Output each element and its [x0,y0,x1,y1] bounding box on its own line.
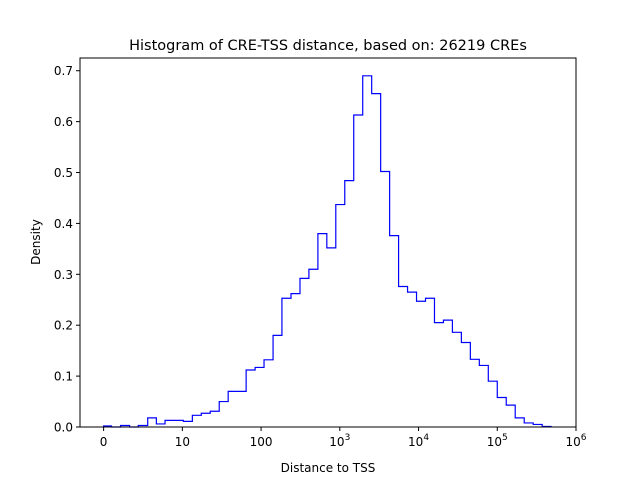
histogram-bin [434,323,443,427]
x-tick-label: 0 [100,435,108,449]
plot-area [103,75,552,428]
histogram-bin [327,248,336,427]
histogram-bin [228,391,237,427]
histogram-bin [497,397,506,427]
histogram-bin [273,335,282,427]
histogram-bin [309,269,318,427]
y-tick-label: 0.2 [54,319,73,333]
histogram-bin [417,301,426,427]
histogram-bin [246,370,255,427]
histogram-bin [372,94,381,427]
y-tick-label: 0.3 [54,268,73,282]
histogram-bin [426,298,435,427]
histogram-bin [148,418,157,427]
histogram-bin [255,367,264,427]
histogram-step-line [103,75,552,428]
x-tick-label: 106 [565,433,586,449]
y-tick-label: 0.6 [54,115,73,129]
histogram-bin [345,181,354,427]
histogram-bin [264,360,273,427]
x-axis-ticks: 0 10 100 103 104 105 106 [100,427,587,449]
histogram-bin [452,332,461,427]
histogram-bin [399,287,408,427]
axes-frame [79,57,577,428]
y-tick-label: 0.0 [54,421,73,435]
histogram-bin [470,359,479,427]
histogram-bin [381,171,390,427]
x-tick-label: 100 [250,435,273,449]
histogram-bin [408,292,417,427]
y-tick-label: 0.4 [54,217,73,231]
y-axis-ticks: 0.0 0.1 0.2 0.3 0.4 0.5 0.6 0.7 [54,64,80,435]
histogram-bin [354,115,363,427]
histogram-bin [165,420,174,427]
histogram-bin [210,411,219,427]
histogram-bin [219,402,228,427]
histogram-bin [488,381,497,427]
histogram-bin [443,320,452,427]
histogram-bin [336,205,345,427]
histogram-bin [192,415,201,427]
x-tick-label: 103 [329,433,350,449]
y-tick-label: 0.5 [54,166,73,180]
histogram-bin [524,423,533,427]
x-tick-label: 104 [408,433,429,449]
histogram-bin [461,343,470,427]
histogram-bin [506,405,515,427]
x-axis-label: Distance to TSS [281,461,376,475]
histogram-bin [390,236,399,427]
histogram-bin [237,391,246,427]
x-tick-label: 105 [487,433,508,449]
histogram-bin [363,76,372,427]
histogram-bin [515,418,524,427]
histogram-bin [174,420,183,427]
chart-title: Histogram of CRE-TSS distance, based on:… [129,38,527,54]
histogram-bin [282,298,291,427]
histogram-bin [201,413,210,427]
histogram-bin [291,294,300,427]
histogram-bin [318,234,327,427]
x-tick-label: 10 [175,435,190,449]
y-tick-label: 0.7 [54,64,73,78]
y-tick-label: 0.1 [54,370,73,384]
y-axis-label: Density [29,219,43,265]
histogram-bin [300,278,309,427]
histogram-bin [479,365,488,427]
histogram-bin [183,421,192,427]
